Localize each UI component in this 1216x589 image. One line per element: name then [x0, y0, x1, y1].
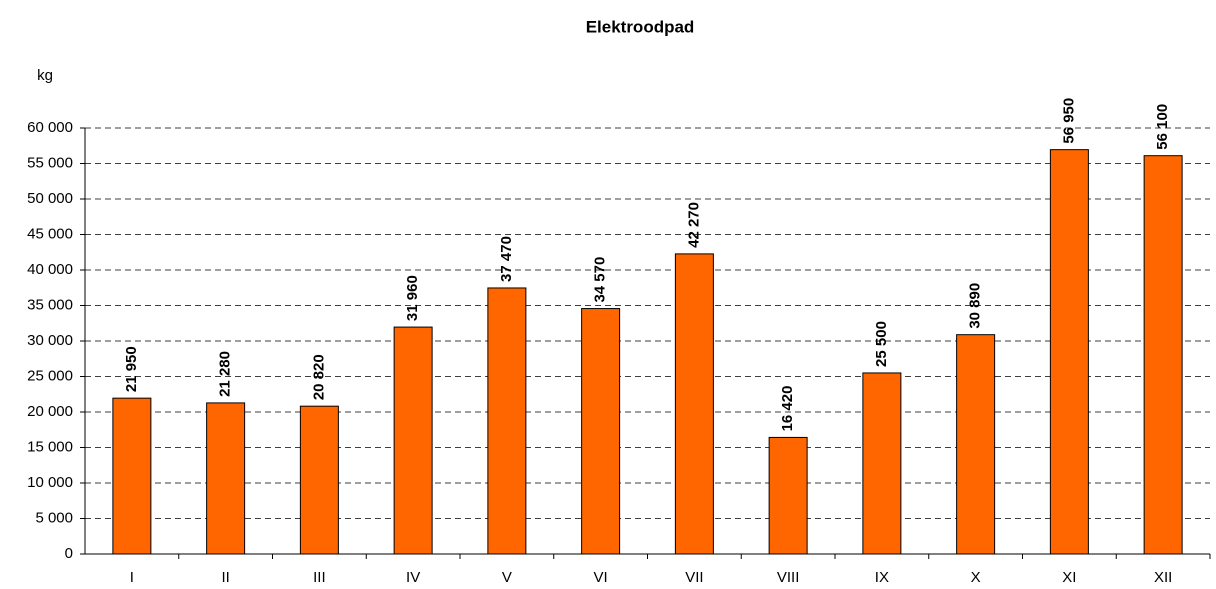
y-tick-label: 55 000	[27, 154, 73, 171]
value-label: 30 890	[967, 283, 984, 329]
x-tick-label: IX	[875, 569, 889, 586]
x-tick-label: I	[130, 569, 134, 586]
bar	[674, 253, 714, 555]
x-tick-label: V	[502, 569, 512, 586]
y-tick-label: 5 000	[35, 509, 73, 526]
y-tick-label: 35 000	[27, 296, 73, 313]
value-label: 37 470	[498, 236, 515, 282]
bar	[1049, 149, 1089, 555]
y-tick-label: 20 000	[27, 403, 73, 420]
y-tick-label: 40 000	[27, 261, 73, 278]
y-tick-label: 0	[65, 545, 73, 562]
y-tick-label: 10 000	[27, 474, 73, 491]
bar	[768, 436, 808, 555]
value-label: 56 100	[1154, 104, 1171, 150]
bar	[862, 372, 902, 555]
value-label: 21 280	[217, 351, 234, 397]
x-tick-label: VIII	[777, 569, 800, 586]
x-tick-label: III	[313, 569, 326, 586]
bar	[112, 397, 152, 555]
y-tick-label: 30 000	[27, 332, 73, 349]
value-label: 20 820	[310, 354, 327, 400]
value-label: 31 960	[404, 275, 421, 321]
bar	[393, 326, 433, 555]
x-tick-label: II	[221, 569, 229, 586]
x-tick-label: VI	[594, 569, 608, 586]
bar	[1143, 155, 1183, 555]
bar	[206, 402, 246, 555]
x-tick-label: XI	[1062, 569, 1076, 586]
bar	[956, 334, 996, 555]
x-tick-label: IV	[406, 569, 420, 586]
bar	[299, 405, 339, 555]
x-tick-label: VII	[685, 569, 703, 586]
value-label: 56 950	[1060, 98, 1077, 144]
y-tick-label: 60 000	[27, 119, 73, 136]
value-label: 21 950	[123, 346, 140, 392]
x-tick-label: XII	[1154, 569, 1172, 586]
y-tick-label: 25 000	[27, 367, 73, 384]
bar	[581, 308, 621, 555]
y-tick-label: 15 000	[27, 438, 73, 455]
value-label: 16 420	[779, 386, 796, 432]
y-axis-label: kg	[37, 67, 53, 84]
value-label: 25 500	[873, 321, 890, 367]
value-label: 42 270	[685, 202, 702, 248]
x-tick-label: X	[971, 569, 981, 586]
y-tick-label: 45 000	[27, 225, 73, 242]
chart-title: Elektroodpad	[586, 17, 695, 36]
value-label: 34 570	[592, 257, 609, 303]
y-tick-label: 50 000	[27, 190, 73, 207]
bar	[487, 287, 527, 555]
